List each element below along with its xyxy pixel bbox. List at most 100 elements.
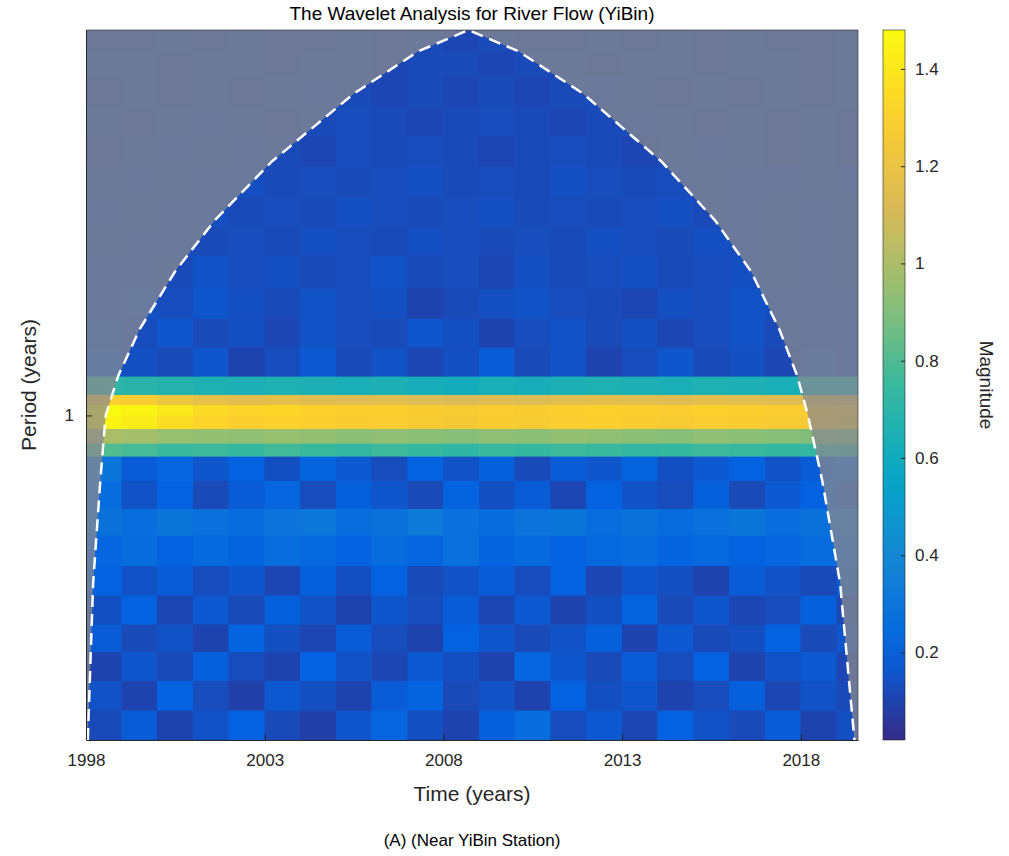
- heat-cell: [265, 429, 301, 443]
- y-axis-title: Period (years): [17, 319, 40, 451]
- heat-cell: [694, 624, 730, 652]
- heat-cell: [300, 710, 336, 740]
- heat-cell: [265, 395, 301, 405]
- heat-cell: [479, 429, 515, 443]
- heat-cell: [622, 710, 658, 740]
- heat-cell: [586, 443, 622, 456]
- heat-cell: [551, 443, 587, 456]
- heat-cell: [479, 535, 515, 566]
- tick-mark: [86, 415, 92, 416]
- heat-cell: [765, 376, 801, 395]
- heat-cell: [300, 405, 336, 416]
- heat-cell: [229, 566, 265, 595]
- heat-cell: [515, 456, 551, 480]
- heat-cell: [443, 255, 479, 288]
- heat-cell: [586, 595, 622, 624]
- tick: 1: [901, 254, 924, 273]
- title: The Wavelet Analysis for River Flow (YiB…: [290, 3, 655, 24]
- heat-cell: [729, 405, 765, 416]
- heat-cell: [122, 405, 158, 416]
- x-axis: 19982003200820132018: [68, 734, 859, 770]
- heat-cell: [193, 376, 229, 395]
- heat-cell: [515, 535, 551, 566]
- heat-cell: [122, 710, 158, 740]
- heat-cell: [265, 405, 301, 416]
- heat-cell: [443, 227, 479, 255]
- tick: 1: [65, 406, 92, 425]
- y-axis: 1: [65, 31, 92, 741]
- heat-cell: [372, 107, 408, 136]
- heat-cell: [694, 288, 730, 318]
- heat-cell: [694, 376, 730, 395]
- coi-shade: [86, 30, 858, 740]
- tick-mark: [901, 361, 905, 362]
- heat-cell: [694, 595, 730, 624]
- heat-cell: [479, 227, 515, 255]
- heat-cell: [586, 652, 622, 681]
- heat-cell: [443, 429, 479, 443]
- heat-cell: [658, 415, 694, 428]
- heat-cell: [515, 429, 551, 443]
- heat-cell: [658, 255, 694, 288]
- heat-cell: [622, 347, 658, 376]
- heat-cell: [551, 255, 587, 288]
- heat-cell: [622, 681, 658, 711]
- heat-cell: [229, 456, 265, 480]
- heat-cell: [729, 443, 765, 456]
- heat-cell: [229, 624, 265, 652]
- heat-cell: [300, 288, 336, 318]
- heat-cell: [729, 288, 765, 318]
- heat-cell: [408, 107, 444, 136]
- heat-cell: [265, 288, 301, 318]
- heat-cell: [694, 347, 730, 376]
- heat-cell: [729, 566, 765, 595]
- heat-cell: [193, 681, 229, 711]
- heat-cell: [801, 624, 837, 652]
- heat-cell: [586, 456, 622, 480]
- heat-cell: [408, 376, 444, 395]
- heat-cell: [265, 624, 301, 652]
- heat-cell: [658, 395, 694, 405]
- tick-mark: [901, 555, 905, 556]
- heat-cell: [157, 710, 193, 740]
- axis-line: [905, 31, 906, 741]
- heat-cell: [157, 443, 193, 456]
- heat-cell: [443, 288, 479, 318]
- heat-cell: [372, 255, 408, 288]
- heat-cell: [122, 376, 158, 395]
- heat-cell: [694, 481, 730, 509]
- heat-cell: [265, 652, 301, 681]
- heat-cell: [694, 681, 730, 711]
- tick-mark: [443, 734, 444, 740]
- heat-cell: [157, 376, 193, 395]
- heat-cell: [694, 652, 730, 681]
- heat-cell: [122, 443, 158, 456]
- heat-cell: [551, 652, 587, 681]
- tick-label: 0.4: [915, 546, 939, 565]
- x-axis-title: Time (years): [413, 782, 530, 805]
- heat-cell: [372, 681, 408, 711]
- heat-cell: [586, 288, 622, 318]
- coi-line: [88, 30, 855, 740]
- heat-cell: [408, 75, 444, 106]
- heat-cell: [658, 652, 694, 681]
- tick-mark: [901, 652, 905, 653]
- heat-cell: [229, 535, 265, 566]
- heat-cell: [193, 509, 229, 535]
- heat-cell: [658, 443, 694, 456]
- heat-cell: [372, 456, 408, 480]
- heat-cell: [157, 456, 193, 480]
- heat-cell: [694, 429, 730, 443]
- tick-mark: [265, 734, 266, 740]
- heat-cell: [229, 405, 265, 416]
- heat-cell: [622, 197, 658, 227]
- heat-cell: [586, 624, 622, 652]
- heat-cell: [729, 681, 765, 711]
- heat-cell: [300, 136, 336, 166]
- heat-cell: [193, 255, 229, 288]
- heat-cell: [265, 595, 301, 624]
- heat-cell: [372, 405, 408, 416]
- tick-mark: [801, 734, 802, 740]
- heat-cell: [694, 415, 730, 428]
- heat-cell: [300, 318, 336, 347]
